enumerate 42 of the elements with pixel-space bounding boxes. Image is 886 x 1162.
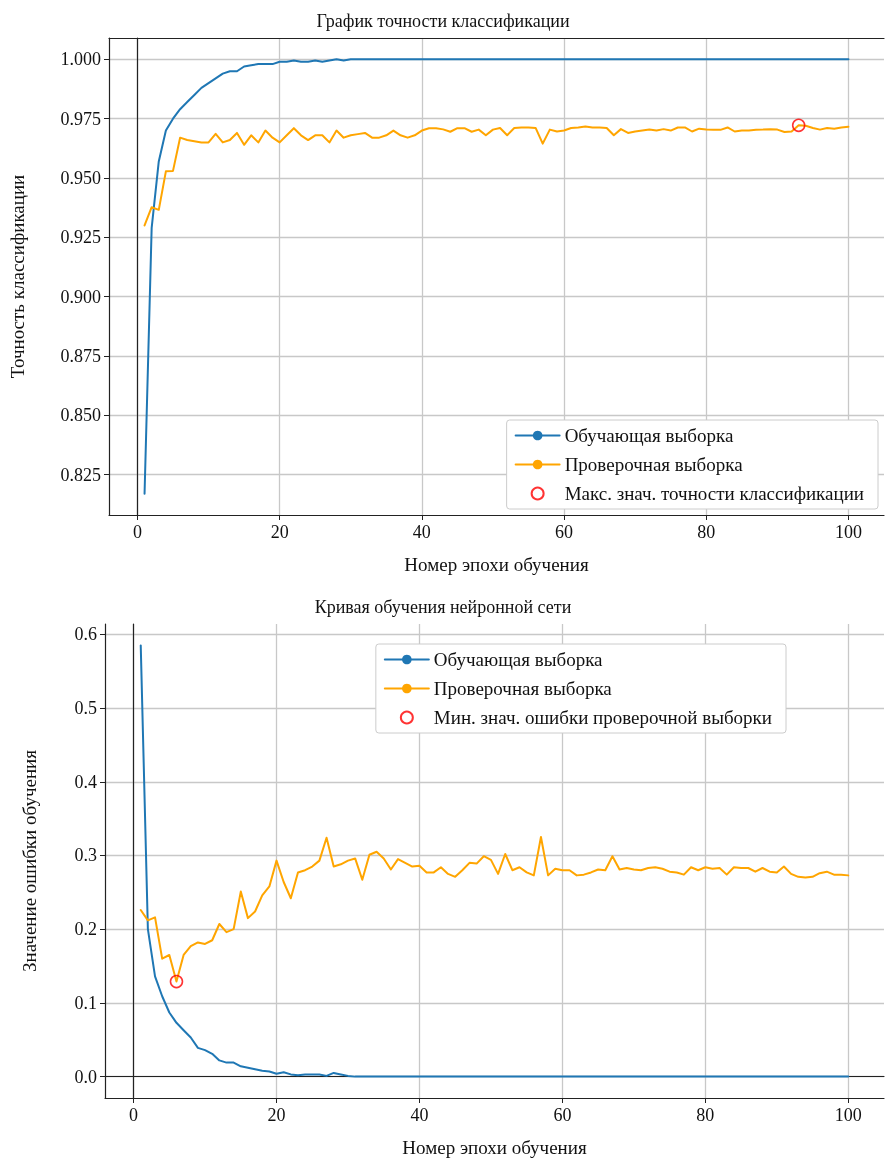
x-axis-title: Номер эпохи обучения [402,1137,587,1158]
y-tick-label: 0.975 [60,108,101,129]
x-tick-label: 80 [697,522,716,542]
y-tick-label: 0.1 [74,992,97,1013]
y-tick-label: 0.0 [74,1066,97,1087]
line-series [139,836,850,983]
x-tick-label: 100 [834,522,862,542]
x-tick-label: 40 [412,522,431,542]
legend-label: Обучающая выборка [433,649,604,670]
x-tick-label: 20 [270,522,289,542]
y-tick-label: 0.850 [60,405,101,426]
line-series [139,644,850,1078]
y-tick-label: 0.950 [60,168,101,189]
y-tick-label: 0.4 [74,771,97,792]
x-tick-label: 40 [410,1105,429,1125]
x-tick-label: 0 [129,1105,139,1125]
legend-label: Проверочная выборка [564,454,744,475]
y-axis-title: Значение ошибки обучения [19,749,40,972]
line-series [143,124,850,227]
chart-title: Кривая обучения нейронной сети [314,597,572,617]
y-tick-label: 0.6 [74,624,97,645]
x-tick-label: 80 [696,1105,715,1125]
x-axis-title: Номер эпохи обучения [404,554,589,575]
x-tick-label: 100 [834,1105,862,1125]
legend-label: Мин. знач. ошибки проверочной выборки [433,707,773,728]
y-tick-label: 0.5 [74,698,97,719]
y-tick-label: 0.3 [74,845,97,866]
y-tick-label: 0.900 [60,286,101,307]
y-tick-label: 0.925 [60,227,101,248]
y-axis-title: Точность классификации [7,174,28,379]
y-tick-label: 0.2 [74,919,97,940]
y-tick-label: 0.825 [60,464,101,485]
legend-label: Макс. знач. точности классификации [564,483,864,504]
chart-title: График точности классификации [316,11,570,31]
x-tick-label: 60 [555,522,574,542]
x-tick-label: 0 [132,522,142,542]
legend-label: Обучающая выборка [564,425,734,446]
y-tick-label: 0.875 [60,346,101,366]
y-tick-label: 1.000 [60,49,101,70]
x-tick-label: 60 [553,1105,572,1125]
x-tick-label: 20 [267,1105,286,1125]
legend-label: Проверочная выборка [433,678,613,699]
